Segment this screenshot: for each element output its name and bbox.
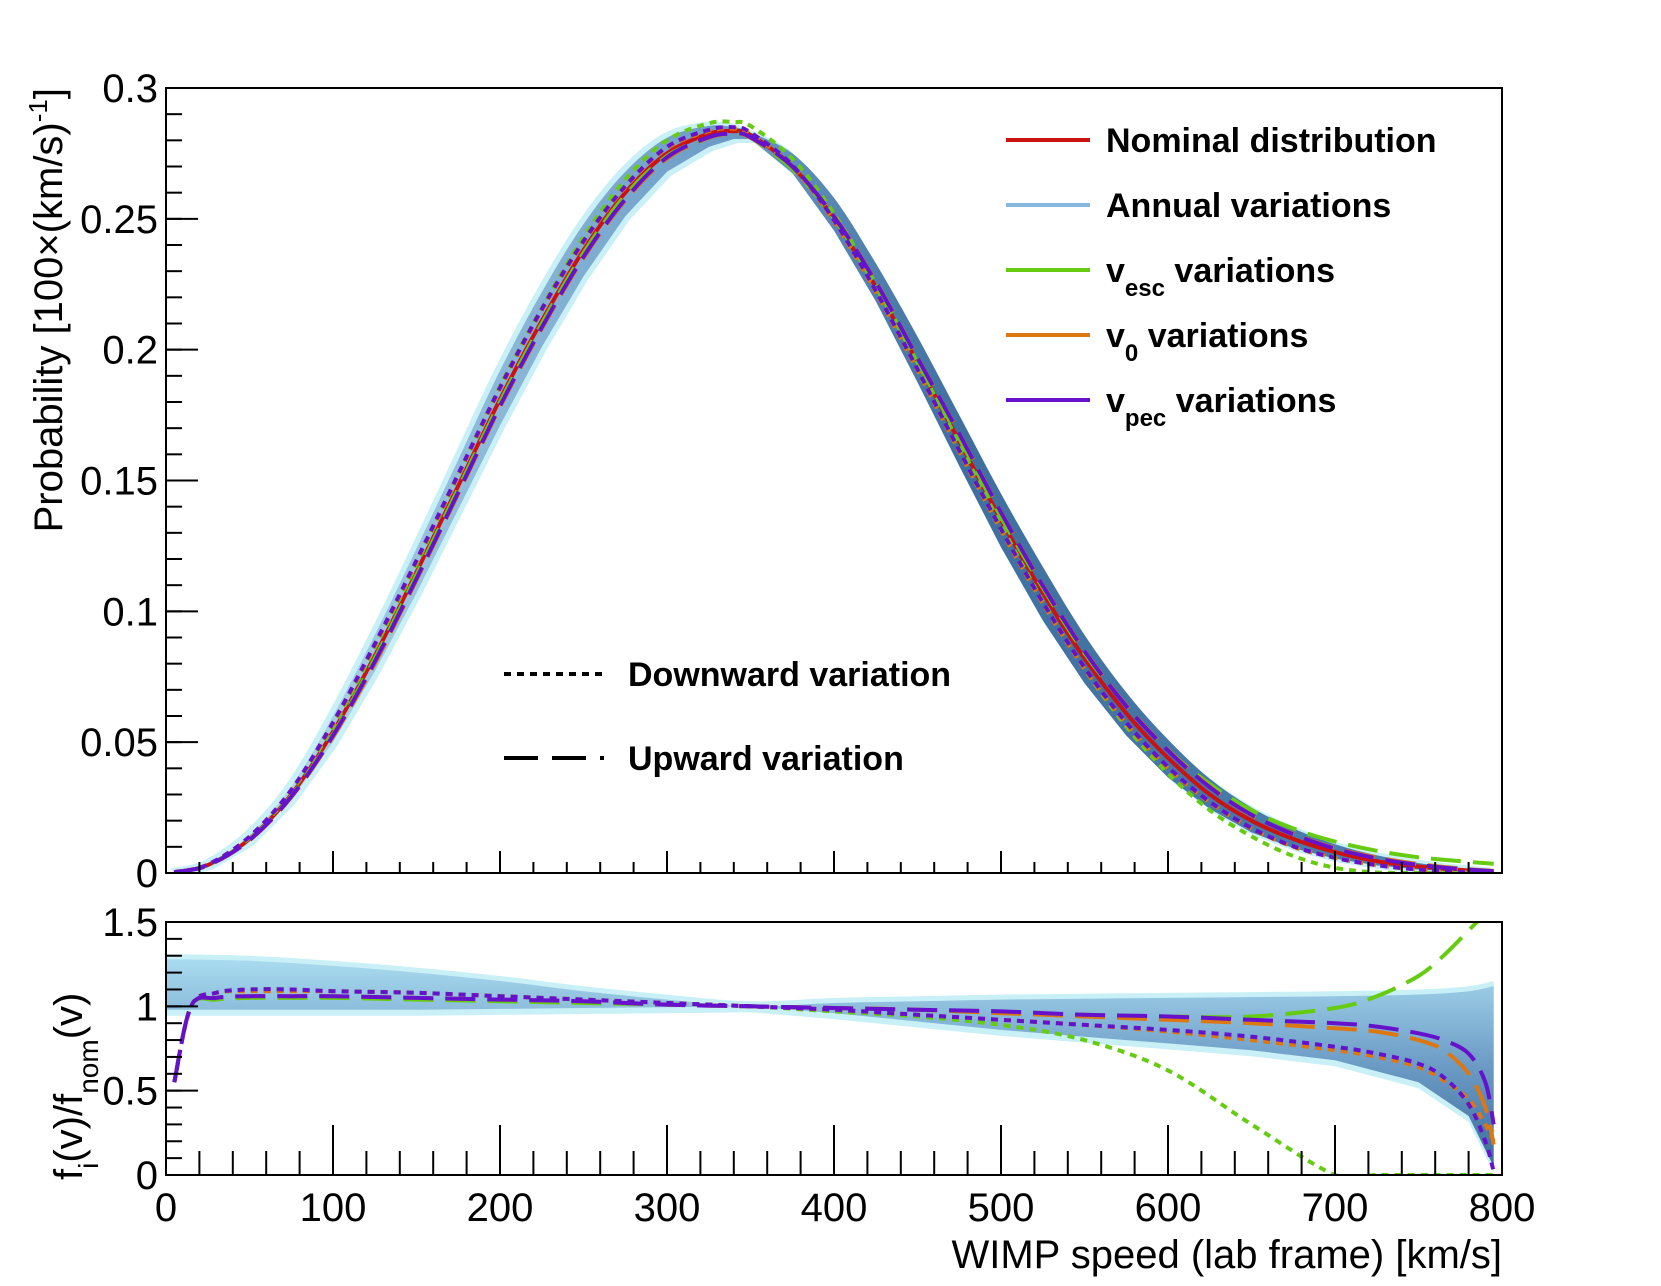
bottom-y-axis-title-nom: nom xyxy=(73,1039,104,1093)
ratio-series-v-pec-upward xyxy=(172,994,1496,1125)
top-y-tick-label: 0.25 xyxy=(80,198,158,242)
bottom-y-axis-title-f: f xyxy=(47,1168,91,1180)
legend-label: v xyxy=(1106,382,1125,420)
ratio-series-v-pec-downward xyxy=(172,987,1496,1173)
bottom-y-axis-title-end: (v) xyxy=(47,993,91,1040)
legend-suffix: variations xyxy=(1166,382,1336,420)
annual-variation-band-halo xyxy=(170,121,1495,873)
bottom-y-tick-label: 0 xyxy=(136,1154,158,1198)
bottom-y-axis-title-mid: (v)/f xyxy=(47,1093,91,1163)
legend-subscript: pec xyxy=(1125,405,1166,432)
x-tick-label: 800 xyxy=(1469,1186,1536,1230)
bottom-y-axis-title-i: i xyxy=(73,1163,104,1169)
bottom-y-tick-label: 1.5 xyxy=(102,901,158,945)
top-panel: 0 0.05 0.1 0.15 0.2 0.25 0.3 Probability [100×… xyxy=(23,67,1503,896)
x-tick-label: 200 xyxy=(467,1186,534,1230)
ratio-annual-variation-band xyxy=(166,959,1494,1167)
legend-subscript: esc xyxy=(1125,275,1165,302)
legend-entry: vpec variations xyxy=(1106,382,1336,432)
x-tick-label: 500 xyxy=(968,1186,1035,1230)
x-tick-label: 100 xyxy=(300,1186,367,1230)
legend-entry: Annual variations xyxy=(1106,187,1391,225)
bottom-y-axis-title: fi(v)/fnom(v) xyxy=(47,993,104,1180)
legend-subscript: 0 xyxy=(1125,340,1138,367)
legend-suffix: variations xyxy=(1138,317,1308,355)
x-axis-title: WIMP speed (lab frame) [km/s] xyxy=(951,1233,1502,1277)
x-tick-label: 300 xyxy=(634,1186,701,1230)
x-tick-label: 400 xyxy=(801,1186,868,1230)
top-y-axis-title-suffix: ] xyxy=(27,88,71,99)
style-legend-label: Downward variation xyxy=(628,656,951,694)
top-y-tick-label: 0.2 xyxy=(102,329,158,373)
top-y-tick-label: 0.05 xyxy=(80,721,158,765)
top-y-tick-label: 0.3 xyxy=(102,67,158,111)
top-y-axis-title: Probability [100×(km/s)-1] xyxy=(23,88,71,532)
top-series-v-esc-downward xyxy=(173,119,1494,873)
x-tick-label: 600 xyxy=(1135,1186,1202,1230)
legend-entry: Nominal distribution xyxy=(1106,122,1437,160)
top-y-tick-label: 0.1 xyxy=(102,590,158,634)
top-y-axis-title-sup: -1 xyxy=(23,99,53,122)
x-tick-label: 700 xyxy=(1302,1186,1369,1230)
bottom-panel: 0 0.5 1 1.5 0 100 200 300 400 500 600 700 800 fi(v)/… xyxy=(47,901,1535,1277)
legend-label: Nominal distribution xyxy=(1106,122,1437,160)
style-legend-label: Upward variation xyxy=(628,740,904,778)
top-y-axis-title-main: Probability [100×(km/s) xyxy=(27,122,71,532)
top-y-tick-label: 0.15 xyxy=(80,460,158,504)
bottom-y-tick-label: 1 xyxy=(136,985,158,1029)
legend-suffix: variations xyxy=(1165,252,1335,290)
top-y-tick-label: 0 xyxy=(136,852,158,896)
bottom-y-tick-label: 0.5 xyxy=(102,1070,158,1114)
style-legend: Downward variation Upward variation xyxy=(504,656,951,778)
legend-label: v xyxy=(1106,317,1125,355)
x-tick-label: 0 xyxy=(155,1186,177,1230)
top-series-v-pec-upward xyxy=(173,131,1494,873)
legend-entry: vesc variations xyxy=(1106,252,1335,302)
legend-label: Annual variations xyxy=(1106,187,1391,225)
legend-entry: v0 variations xyxy=(1106,317,1308,367)
legend-label: v xyxy=(1106,252,1125,290)
